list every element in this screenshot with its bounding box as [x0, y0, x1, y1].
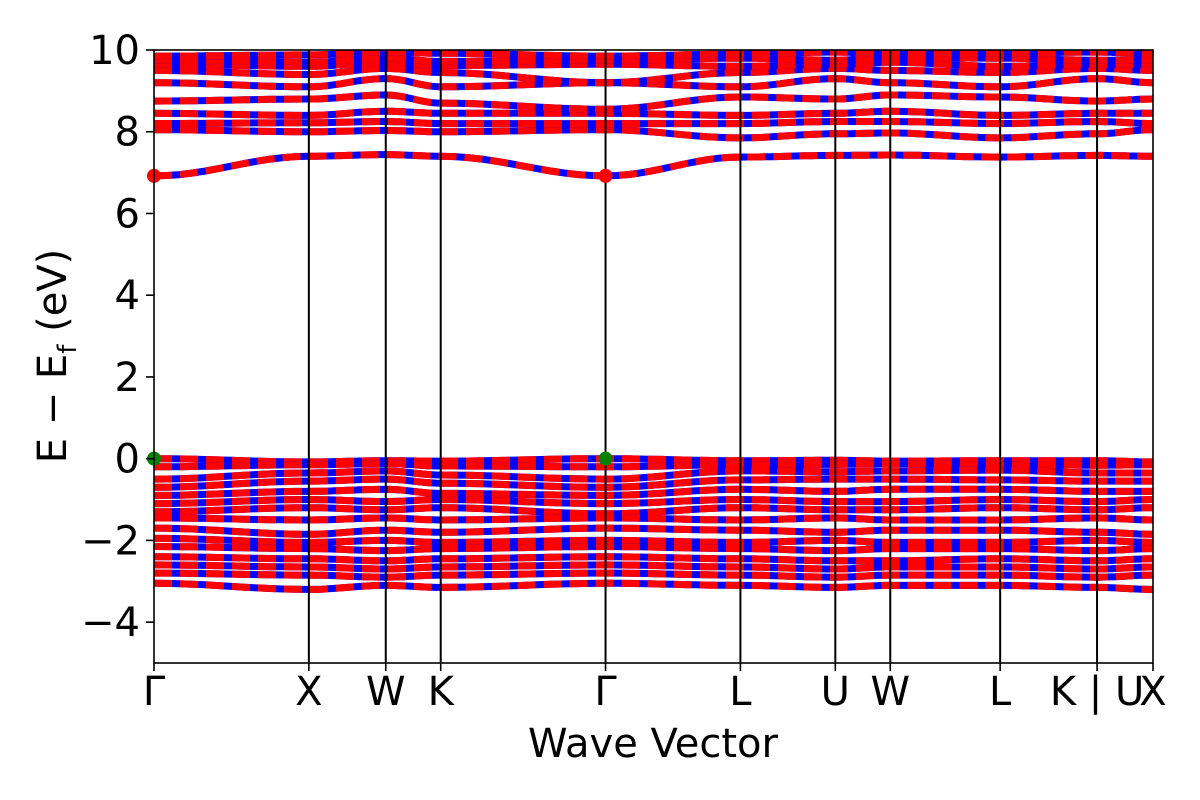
extrema-markers — [147, 168, 613, 466]
x-tick-label-5: L — [729, 669, 752, 715]
y-axis-label: E − Ef (eV) — [30, 249, 83, 464]
plot-frame — [153, 49, 1154, 664]
x-tick-label-10: X — [1139, 669, 1166, 715]
y-tick-label-2: 0 — [115, 437, 140, 483]
y-tick-label-7: 10 — [89, 28, 140, 74]
y-tick-label-3: 2 — [115, 355, 140, 401]
x-tick-label-4: Γ — [594, 669, 617, 715]
x-tick-label-3: K — [428, 669, 456, 715]
cbm-marker-1 — [598, 168, 613, 183]
y-tick-label-0: −4 — [81, 600, 140, 646]
y-tick-label-5: 6 — [115, 191, 140, 237]
x-tick-label-6: U — [821, 669, 850, 715]
x-tick-label-0: Γ — [143, 669, 166, 715]
x-tick-label-9: K | U — [1050, 669, 1144, 715]
y-axis-ticks: −4 −2 0 2 4 6 8 10 — [81, 28, 154, 646]
x-axis-label: Wave Vector — [528, 721, 779, 767]
x-tick-label-8: L — [989, 669, 1012, 715]
y-tick-label-4: 4 — [115, 273, 140, 319]
x-tick-label-2: W — [366, 669, 406, 715]
y-tick-label-6: 8 — [115, 110, 140, 156]
vbm-marker-1 — [598, 451, 613, 466]
k-point-lines — [307, 50, 1099, 663]
bands-layer — [154, 50, 1153, 593]
x-tick-label-1: X — [295, 669, 322, 715]
y-tick-label-1: −2 — [81, 518, 140, 564]
x-tick-label-7: W — [870, 669, 910, 715]
